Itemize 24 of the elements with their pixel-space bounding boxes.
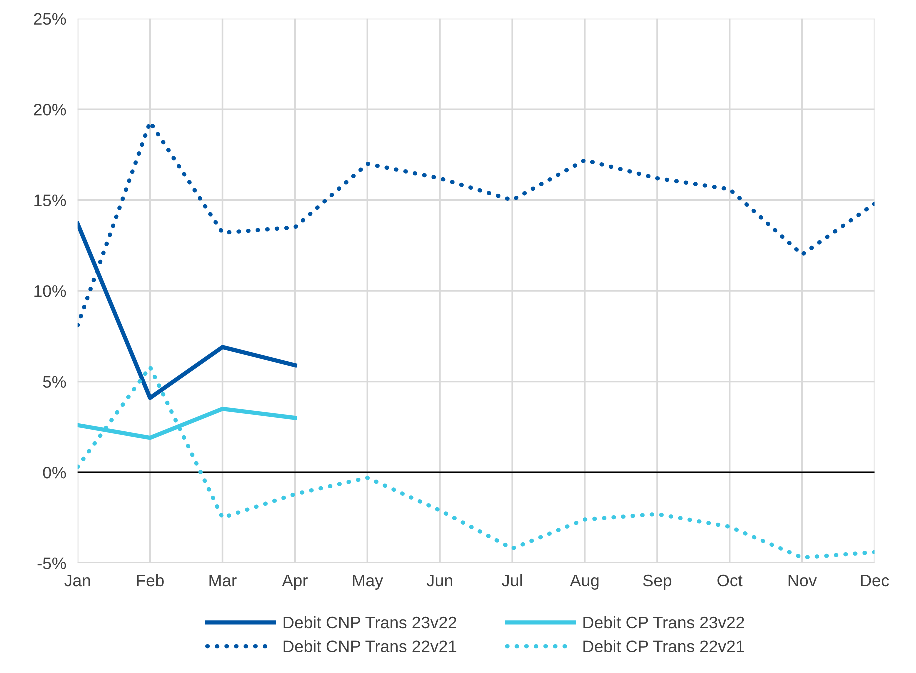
y-tick-label: 20% [34,104,66,116]
y-tick-label: 25% [34,13,66,26]
x-tick-label: Sep [643,574,672,590]
x-tick-label: Oct [718,574,743,587]
y-tick-label: 5% [43,376,66,388]
x-tick-label: Feb [137,574,164,587]
x-tick-label: Jul [502,574,522,587]
y-tick-label: 10% [34,285,66,298]
legend-label: Debit CP Trans 23v22 [584,616,744,629]
x-tick-label: Apr [282,575,308,590]
x-tick-label: Jun [426,575,452,587]
x-tick-label: Mar [210,575,237,587]
y-tick-label: -5% [38,558,66,570]
x-tick-label: Nov [788,575,818,587]
x-tick-label: Jan [64,575,90,587]
legend-label: Debit CNP Trans 22v21 [284,640,457,653]
y-tick-label: 0% [43,466,66,479]
legend-label: Debit CP Trans 22v21 [584,640,744,653]
x-tick-label: Dec [861,575,890,587]
line-series [78,365,875,560]
x-tick-label: Aug [570,575,599,590]
legend-label: Debit CNP Trans 23v22 [284,616,457,629]
y-tick-label: 15% [34,194,66,207]
x-tick-label: May [353,575,384,590]
